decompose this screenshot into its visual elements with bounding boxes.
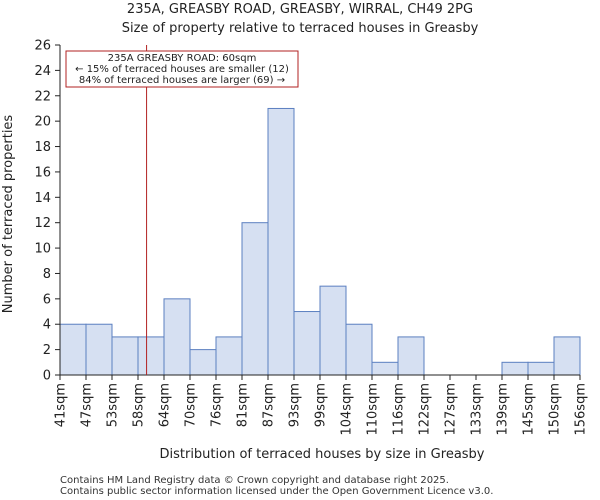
y-tick-label: 18	[34, 140, 51, 155]
y-tick-label: 10	[34, 242, 51, 257]
x-tick-label: 139sqm	[496, 383, 511, 436]
y-tick-label: 20	[34, 115, 51, 130]
y-tick-label: 22	[34, 89, 51, 104]
y-tick-label: 2	[43, 343, 51, 358]
y-tick-label: 12	[34, 216, 51, 231]
x-tick-label: 87sqm	[262, 383, 277, 427]
bar	[345, 323, 373, 376]
bar	[189, 349, 217, 376]
bar	[163, 298, 191, 376]
x-tick-label: 93sqm	[288, 383, 303, 427]
x-tick-label: 58sqm	[132, 383, 147, 427]
annotation-line-2: ← 15% of terraced houses are smaller (12…	[75, 64, 289, 75]
x-tick-label: 81sqm	[236, 383, 251, 427]
bar	[85, 323, 113, 376]
x-tick-label: 99sqm	[314, 383, 329, 427]
footer-line-1: Contains HM Land Registry data © Crown c…	[60, 475, 449, 486]
x-tick-label: 64sqm	[158, 383, 173, 427]
y-tick-label: 16	[34, 165, 51, 180]
x-tick-label: 150sqm	[548, 383, 563, 436]
bar	[241, 222, 269, 376]
bar	[397, 336, 425, 376]
chart-title: 235A, GREASBY ROAD, GREASBY, WIRRAL, CH4…	[127, 2, 473, 17]
x-tick-label: 47sqm	[80, 383, 95, 427]
x-tick-label: 110sqm	[366, 383, 381, 436]
annotation-line-3: 84% of terraced houses are larger (69) →	[79, 75, 285, 86]
x-tick-label: 145sqm	[522, 383, 537, 436]
x-tick-label: 156sqm	[574, 383, 589, 436]
bar	[59, 323, 87, 376]
x-axis: 41sqm 47sqm 53sqm 58sqm 64sqm 70sqm 76sqm 81sqm…	[54, 375, 589, 436]
x-tick-label: 104sqm	[340, 383, 355, 436]
bars	[59, 107, 581, 376]
x-tick-label: 133sqm	[470, 383, 485, 436]
annotation-line-1: 235A GREASBY ROAD: 60sqm	[108, 53, 257, 64]
x-tick-label: 127sqm	[444, 383, 459, 436]
bar	[371, 361, 399, 376]
y-tick-label: 8	[43, 267, 51, 282]
x-tick-label: 53sqm	[106, 383, 121, 427]
y-tick-label: 6	[43, 292, 51, 307]
y-tick-label: 0	[43, 369, 51, 384]
y-axis-label: Number of terraced properties	[1, 115, 16, 314]
annotation-box	[65, 50, 299, 88]
x-axis-label: Distribution of terraced houses by size …	[159, 447, 484, 462]
x-tick-label: 41sqm	[54, 383, 69, 427]
x-tick-label: 116sqm	[392, 383, 407, 436]
y-tick-label: 14	[34, 191, 51, 206]
bar	[501, 361, 529, 376]
bar	[137, 336, 165, 376]
footer-line-2: Contains public sector information licen…	[60, 486, 493, 497]
bar	[293, 311, 321, 376]
x-tick-label: 70sqm	[184, 383, 199, 427]
bar	[267, 107, 295, 376]
bar	[319, 285, 347, 376]
y-tick-label: 26	[34, 39, 51, 54]
bar	[553, 336, 581, 376]
y-tick-label: 24	[34, 64, 51, 79]
bar	[215, 336, 243, 376]
y-tick-label: 4	[43, 318, 51, 333]
x-tick-label: 122sqm	[418, 383, 433, 436]
chart-subtitle: Size of property relative to terraced ho…	[122, 21, 479, 36]
bar	[527, 361, 555, 376]
bar	[111, 336, 139, 376]
x-tick-label: 76sqm	[210, 383, 225, 427]
